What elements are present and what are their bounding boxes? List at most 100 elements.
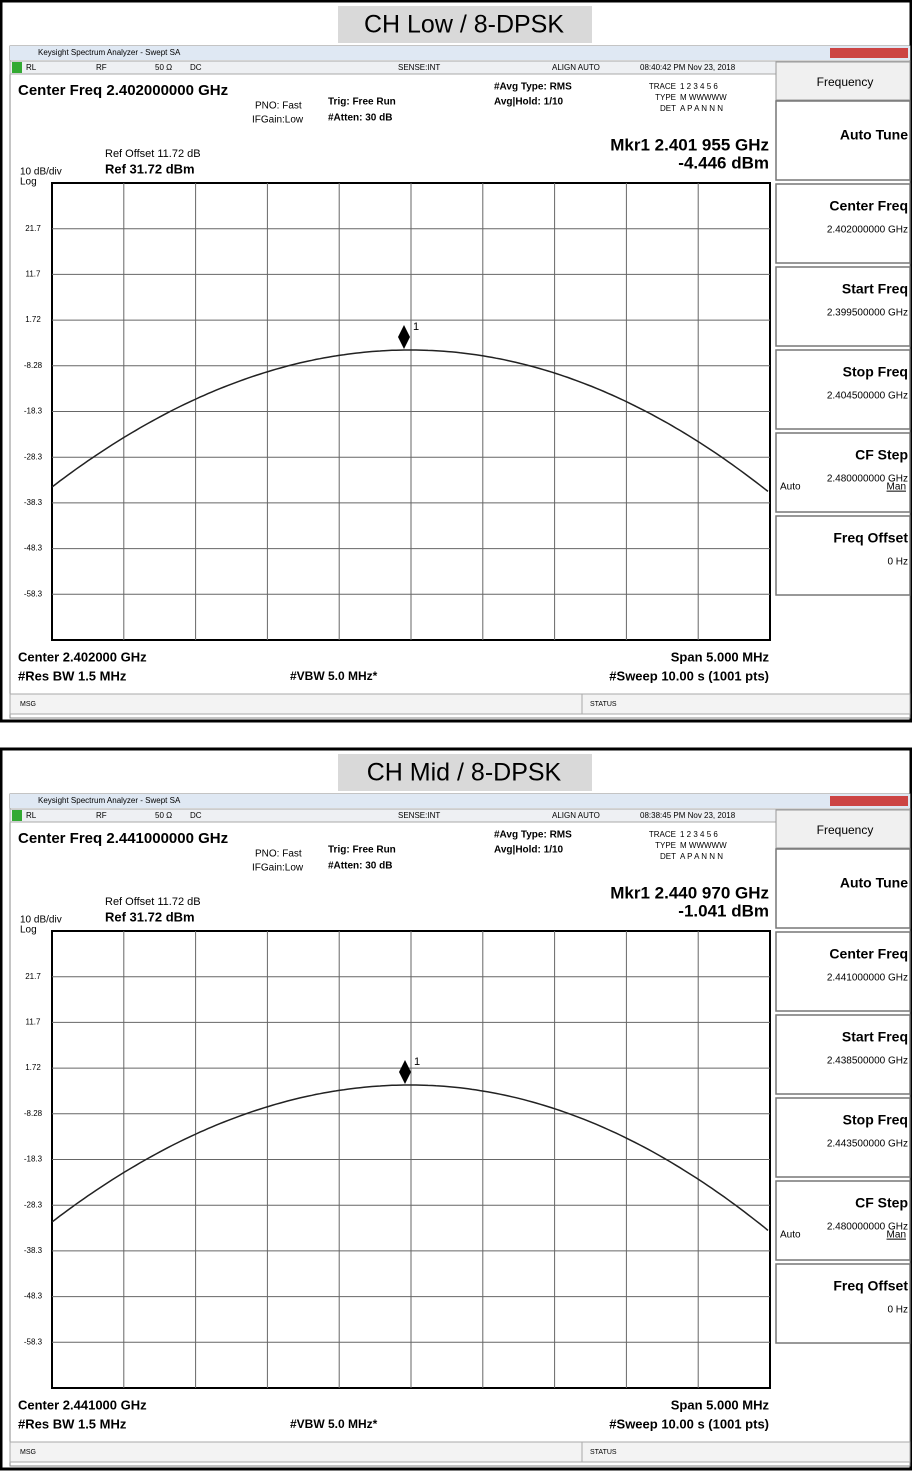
setting: PNO: Fast [255,849,302,860]
softkey-option: Man [887,1230,906,1241]
status-bar [9,60,911,75]
softkey[interactable] [775,183,911,264]
softkey-value: 0 Hz [887,557,908,568]
window-title-bar [10,46,910,60]
softkey-label: CF Step [855,447,908,463]
ref-offset: Ref Offset 11.72 dB [105,148,201,160]
softkey-label: Stop Freq [843,364,908,380]
status-item: SENSE:INT [398,63,440,72]
trace [51,1084,769,1231]
status-item: 08:40:42 PM Nov 23, 2018 [640,63,736,72]
setting: #Atten: 30 dB [328,113,392,124]
y-label: 1.72 [25,1063,41,1072]
softkey-value: 2.402000000 GHz [827,225,908,236]
setting: Trig: Free Run [328,845,396,856]
footer-center: Center 2.402000 GHz [18,649,147,664]
y-label: -48.3 [24,544,43,553]
softkey-label: Stop Freq [843,1112,908,1128]
status-bar [9,808,911,823]
marker-diamond [399,1060,411,1084]
trace-info: TYPE [655,93,676,102]
status-item: 50 Ω [155,811,172,820]
trace-info: M WWWWW [680,93,727,102]
footer-span: Span 5.000 MHz [671,1397,770,1412]
softkey-value: 2.480000000 GHz [827,1222,908,1233]
setting: Trig: Free Run [328,97,396,108]
y-label: 21.7 [25,972,41,981]
footer-rbw: #Res BW 1.5 MHz [18,668,127,683]
footer-sweep: #Sweep 10.00 s (1001 pts) [609,1416,769,1431]
softkey-label: Center Freq [829,198,908,214]
y-label: -58.3 [24,1337,43,1346]
softkey[interactable] [775,931,911,1012]
softkey-header-box [775,809,911,849]
setting: Avg|Hold: 1/10 [494,845,564,856]
status-item: 08:38:45 PM Nov 23, 2018 [640,811,736,820]
softkey[interactable] [775,266,911,347]
marker-freq: Mkr1 2.440 970 GHz [610,883,769,902]
window-title: Keysight Spectrum Analyzer - Swept SA [38,796,181,805]
trace-info: DET [660,104,676,113]
window-buttons [830,48,908,58]
y-label: 21.7 [25,224,41,233]
softkey-label: CF Step [855,1195,908,1211]
softkey[interactable] [775,1180,911,1261]
softkey-header: Frequency [817,75,874,89]
y-label: -8.28 [24,361,43,370]
softkey[interactable] [775,349,911,430]
panel-title: CH Mid / 8-DPSK [367,759,562,787]
softkey-label: Start Freq [842,1029,908,1045]
softkey-value: 0 Hz [887,1305,908,1316]
msg: MSG [20,701,36,708]
panel-border [0,747,912,1471]
scale: 10 dB/div [20,915,62,926]
softkey[interactable] [775,432,911,513]
marker-label: 1 [414,1056,420,1068]
softkey[interactable] [775,848,911,929]
scale: 10 dB/div [20,167,62,178]
status-item: ALIGN AUTO [552,63,600,72]
softkey-value: 2.480000000 GHz [827,474,908,485]
status-item: DC [190,811,202,820]
marker-level: -1.041 dBm [678,901,769,920]
status-item: RL [26,811,37,820]
softkey[interactable] [775,515,911,596]
status-item: RF [96,63,107,72]
softkey[interactable] [775,1014,911,1095]
softkey-option: Auto [780,482,801,493]
y-label: -38.3 [24,498,43,507]
footer-vbw: #VBW 5.0 MHz* [290,669,378,683]
setting: IFGain:Low [252,115,304,126]
softkey-option: Man [887,482,906,493]
softkey[interactable] [775,1263,911,1344]
status-item: RF [96,811,107,820]
msg: MSG [20,1449,36,1456]
trace-info: A P A N N N [680,852,723,861]
status-item: ALIGN AUTO [552,811,600,820]
softkey[interactable] [775,1097,911,1178]
softkey[interactable] [775,100,911,181]
window-title-bar [10,794,910,808]
trace [51,349,769,492]
softkey-header-box [775,61,911,101]
title-bg [338,754,592,791]
analyzer-panel: CH Mid / 8-DPSK Keysight Spectrum Analyze… [0,747,912,1471]
setting: #Avg Type: RMS [494,830,572,841]
footer-center: Center 2.441000 GHz [18,1397,147,1412]
scale-type: Log [20,925,37,936]
footer-span: Span 5.000 MHz [671,649,770,664]
footer-rbw: #Res BW 1.5 MHz [18,1416,127,1431]
trace-info: 1 2 3 4 5 6 [680,830,718,839]
ui-badge [12,62,22,73]
softkey-label: Center Freq [829,946,908,962]
softkey-value: 2.399500000 GHz [827,308,908,319]
status-item: DC [190,63,202,72]
panel-title: CH Low / 8-DPSK [364,11,564,39]
footer-sweep: #Sweep 10.00 s (1001 pts) [609,668,769,683]
softkey-label: Auto Tune [840,875,908,891]
trace-info: TRACE [649,830,676,839]
trace-info: 1 2 3 4 5 6 [680,82,718,91]
y-label: -58.3 [24,589,43,598]
footer-vbw: #VBW 5.0 MHz* [290,1417,378,1431]
